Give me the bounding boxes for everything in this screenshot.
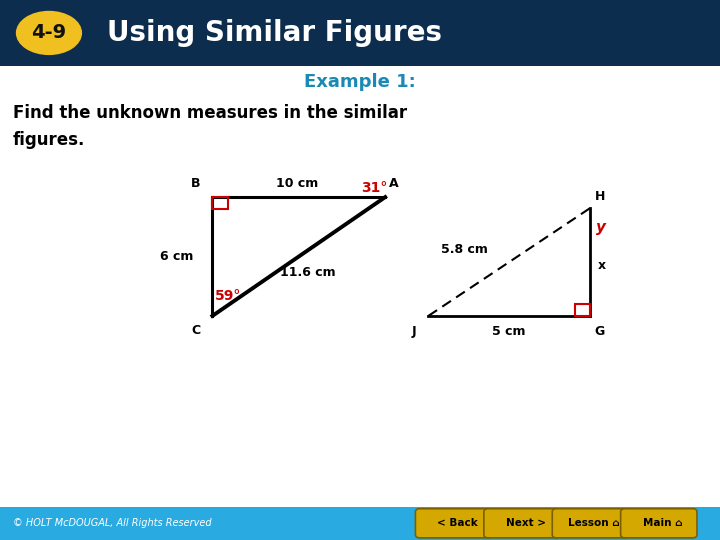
Text: Example 1:: Example 1: xyxy=(304,73,416,91)
FancyBboxPatch shape xyxy=(415,509,492,538)
Text: Next >: Next > xyxy=(505,518,546,528)
Text: 5 cm: 5 cm xyxy=(492,325,525,338)
Text: A: A xyxy=(389,177,398,190)
Text: C: C xyxy=(191,324,200,337)
FancyBboxPatch shape xyxy=(484,509,560,538)
Text: 31°: 31° xyxy=(361,181,388,195)
Text: G: G xyxy=(595,325,605,338)
Text: figures.: figures. xyxy=(13,131,86,150)
Bar xyxy=(212,197,228,209)
Text: © HOLT McDOUGAL, All Rights Reserved: © HOLT McDOUGAL, All Rights Reserved xyxy=(13,518,212,528)
FancyBboxPatch shape xyxy=(621,509,697,538)
Bar xyxy=(575,304,590,316)
Text: 10 cm: 10 cm xyxy=(276,177,318,190)
Text: Using Similar Figures: Using Similar Figures xyxy=(107,19,441,47)
Text: x: x xyxy=(598,259,606,272)
Ellipse shape xyxy=(16,11,82,55)
Text: H: H xyxy=(595,190,605,202)
Text: y: y xyxy=(596,220,606,235)
FancyBboxPatch shape xyxy=(552,509,629,538)
Text: 59°: 59° xyxy=(215,289,241,303)
Text: < Back: < Back xyxy=(437,518,477,528)
Text: J: J xyxy=(412,325,416,338)
Text: Main ⌂: Main ⌂ xyxy=(643,518,682,528)
Text: 6 cm: 6 cm xyxy=(160,250,193,263)
Text: 11.6 cm: 11.6 cm xyxy=(280,266,336,279)
Text: 4-9: 4-9 xyxy=(32,23,66,43)
Text: Find the unknown measures in the similar: Find the unknown measures in the similar xyxy=(13,104,407,123)
Text: 5.8 cm: 5.8 cm xyxy=(441,243,488,256)
Bar xyxy=(0,0,720,66)
Bar xyxy=(0,507,720,540)
Text: Lesson ⌂: Lesson ⌂ xyxy=(568,518,620,528)
Text: B: B xyxy=(191,177,200,190)
